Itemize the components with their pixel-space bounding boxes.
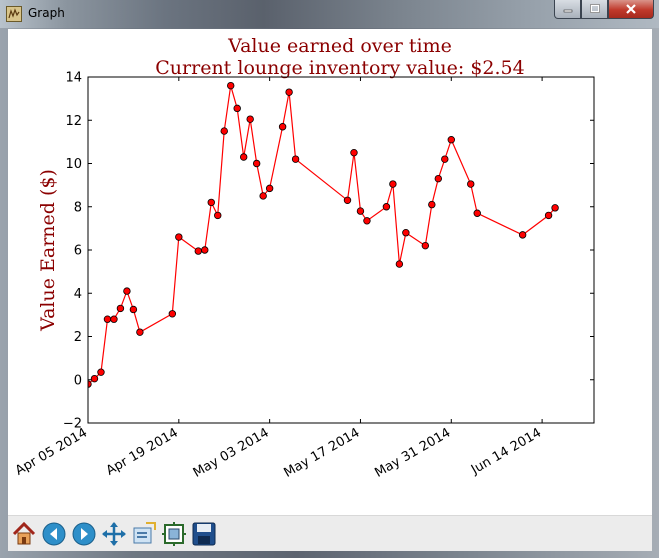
home-button[interactable]: [10, 520, 38, 548]
navigation-toolbar: [8, 515, 652, 551]
figure-canvas-area: Value earned over time Current lounge in…: [8, 29, 652, 551]
data-point: [350, 148, 358, 157]
x-tick-label: Jun 14 2014: [468, 425, 544, 478]
data-point: [434, 174, 443, 183]
data-point: [220, 127, 228, 135]
data-point: [246, 115, 254, 123]
axes-frame: [87, 76, 595, 424]
x-tick-label: May 31 2014: [372, 425, 453, 480]
data-point: [291, 155, 300, 163]
data-point: [428, 200, 436, 209]
close-button[interactable]: [608, 0, 654, 19]
data-point: [259, 192, 267, 200]
data-point: [363, 217, 371, 225]
data-point: [447, 136, 455, 144]
data-point: [265, 184, 274, 193]
data-point: [214, 211, 222, 220]
data-point: [136, 328, 144, 336]
close-icon: [626, 4, 636, 14]
data-point: [90, 374, 99, 383]
y-tick-label: 6: [74, 244, 82, 259]
data-point: [103, 315, 112, 323]
data-point: [233, 104, 241, 113]
back-button[interactable]: [40, 520, 68, 548]
data-point: [473, 209, 481, 217]
minimize-button[interactable]: [554, 0, 581, 19]
chart-title: Value earned over time: [227, 35, 452, 57]
home-icon: [12, 521, 36, 545]
chart[interactable]: Value earned over time Current lounge in…: [8, 29, 652, 515]
arrow-right-icon: [72, 522, 96, 546]
data-point: [239, 153, 248, 161]
subplots-button[interactable]: [160, 520, 188, 548]
data-point: [551, 204, 559, 212]
data-point: [402, 228, 410, 237]
minimize-icon: [563, 9, 572, 13]
data-point: [421, 241, 430, 250]
x-tick-label: Apr 19 2014: [104, 425, 181, 478]
matplotlib-figure-icon[interactable]: [6, 6, 22, 22]
zoom-button[interactable]: [130, 520, 158, 548]
data-point: [194, 247, 202, 255]
floppy-disk-icon: [192, 522, 216, 546]
y-tick-label: 2: [74, 330, 82, 345]
data-point: [518, 231, 527, 239]
y-tick-label: 10: [65, 157, 82, 172]
data-point: [116, 304, 125, 313]
x-tick-label: May 03 2014: [191, 425, 272, 480]
pan-button[interactable]: [100, 520, 128, 548]
data-point: [129, 305, 138, 314]
data-point: [252, 159, 261, 168]
move-arrows-icon: [102, 522, 126, 546]
data-point: [544, 211, 553, 220]
data-point: [227, 81, 235, 90]
data-point: [168, 310, 177, 318]
data-point: [110, 315, 118, 323]
zoom-rect-icon: [133, 522, 156, 544]
subplots-icon: [162, 522, 186, 546]
x-tick-label: Apr 05 2014: [13, 425, 90, 478]
arrow-left-icon: [42, 522, 66, 546]
maximize-button[interactable]: [581, 0, 608, 19]
y-axis-label: Value Earned ($): [37, 169, 59, 332]
data-point: [356, 207, 365, 215]
y-tick-label: 0: [74, 373, 82, 388]
maximize-icon: [589, 4, 600, 13]
data-point: [175, 233, 183, 241]
chart-subtitle: Current lounge inventory value: $2.54: [155, 57, 524, 79]
y-tick-label: 4: [74, 287, 82, 302]
data-point: [207, 198, 215, 207]
y-tick-label: 8: [74, 200, 82, 215]
data-point: [343, 196, 352, 204]
data-point: [201, 246, 209, 254]
data-point: [97, 368, 105, 376]
data-point: [467, 180, 475, 188]
series-line: [88, 85, 556, 385]
title-bar[interactable]: Graph: [0, 0, 659, 28]
window-controls: [554, 0, 654, 20]
forward-button[interactable]: [70, 520, 98, 548]
x-tick-label: May 17 2014: [282, 425, 363, 480]
data-point: [88, 380, 92, 388]
data-point: [389, 180, 397, 188]
y-tick-label: 12: [65, 114, 82, 129]
data-point: [123, 287, 131, 295]
window-title: Graph: [28, 6, 65, 20]
data-point: [382, 203, 391, 211]
data-point: [278, 123, 287, 131]
y-tick-label: −2: [63, 417, 82, 432]
save-button[interactable]: [190, 520, 218, 548]
data-point: [441, 155, 449, 163]
data-point: [285, 88, 293, 96]
data-point: [395, 260, 404, 268]
y-tick-label: 14: [65, 71, 82, 86]
